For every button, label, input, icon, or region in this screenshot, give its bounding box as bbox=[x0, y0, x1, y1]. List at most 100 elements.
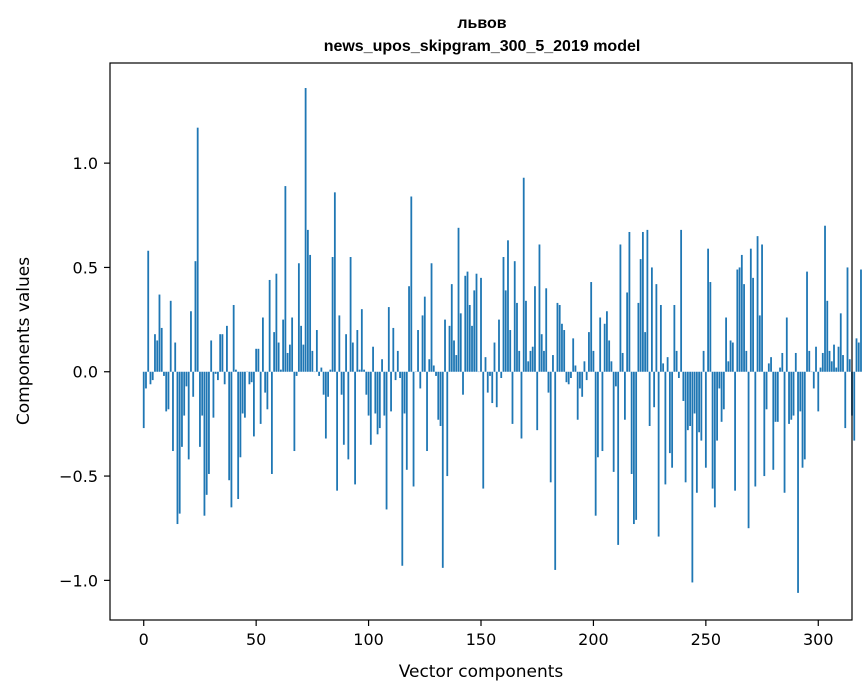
bar-171 bbox=[527, 361, 530, 372]
bar-266 bbox=[740, 254, 743, 372]
bar-0 bbox=[142, 371, 145, 429]
bar-277 bbox=[765, 371, 768, 410]
bar-41 bbox=[235, 369, 237, 372]
bar-105 bbox=[378, 371, 381, 429]
bar-200 bbox=[592, 350, 595, 372]
x-axis-ticks: 0 50 100 150 200 250 300 bbox=[139, 620, 834, 649]
bar-4 bbox=[151, 371, 154, 381]
bar-109 bbox=[387, 307, 390, 372]
bar-314 bbox=[848, 359, 851, 372]
bar-263 bbox=[734, 371, 736, 491]
bar-139 bbox=[455, 355, 458, 372]
bar-122 bbox=[417, 330, 419, 372]
bar-287 bbox=[788, 371, 790, 424]
bar-42 bbox=[237, 371, 240, 499]
bar-243 bbox=[689, 371, 692, 426]
bar-138 bbox=[453, 340, 455, 372]
bar-140 bbox=[457, 227, 460, 372]
bar-112 bbox=[394, 371, 397, 381]
bar-180 bbox=[547, 371, 550, 393]
bar-208 bbox=[610, 361, 613, 372]
bar-293 bbox=[801, 371, 804, 468]
bar-174 bbox=[534, 286, 536, 372]
bar-83 bbox=[329, 369, 332, 372]
x-tick-label: 300 bbox=[803, 630, 834, 649]
bar-270 bbox=[749, 248, 752, 372]
bar-204 bbox=[601, 371, 604, 452]
bar-127 bbox=[428, 359, 431, 372]
bar-147 bbox=[473, 290, 476, 372]
bar-51 bbox=[257, 348, 260, 372]
bar-70 bbox=[300, 325, 303, 372]
bar-67 bbox=[293, 371, 296, 452]
bar-26 bbox=[201, 371, 204, 416]
bar-239 bbox=[680, 229, 683, 372]
bar-286 bbox=[785, 317, 788, 372]
bar-165 bbox=[513, 261, 516, 372]
bar-80 bbox=[322, 371, 325, 395]
bar-226 bbox=[650, 267, 653, 372]
bar-143 bbox=[464, 275, 467, 372]
bar-21 bbox=[190, 311, 192, 372]
bar-65 bbox=[288, 344, 291, 372]
bars-group bbox=[142, 88, 862, 593]
bar-99 bbox=[365, 371, 368, 395]
bar-268 bbox=[745, 350, 748, 372]
bar-202 bbox=[597, 371, 599, 458]
x-tick-label: 250 bbox=[691, 630, 722, 649]
bar-57 bbox=[270, 371, 273, 474]
bar-238 bbox=[677, 371, 680, 379]
bar-128 bbox=[430, 263, 433, 372]
bar-156 bbox=[493, 342, 496, 372]
bar-106 bbox=[381, 359, 383, 372]
bar-108 bbox=[385, 371, 388, 510]
bar-170 bbox=[525, 300, 527, 372]
bar-303 bbox=[824, 225, 826, 372]
y-tick-label: 0.5 bbox=[73, 258, 98, 277]
bar-150 bbox=[480, 277, 482, 372]
bar-11 bbox=[167, 371, 170, 410]
bar-58 bbox=[273, 332, 276, 372]
bar-267 bbox=[743, 284, 745, 372]
bar-311 bbox=[842, 355, 844, 372]
bar-240 bbox=[682, 371, 685, 401]
bar-227 bbox=[653, 371, 656, 408]
x-axis-label: Vector components bbox=[399, 662, 564, 682]
bar-60 bbox=[277, 342, 280, 372]
bar-101 bbox=[369, 371, 372, 445]
bar-250 bbox=[704, 371, 707, 468]
x-tick-label: 150 bbox=[466, 630, 497, 649]
bar-73 bbox=[306, 229, 309, 372]
bar-276 bbox=[763, 371, 766, 477]
bar-28 bbox=[205, 371, 208, 495]
bar-141 bbox=[459, 313, 462, 372]
bar-224 bbox=[646, 229, 649, 372]
bar-88 bbox=[340, 371, 343, 395]
bar-93 bbox=[351, 342, 354, 372]
bar-110 bbox=[390, 371, 392, 412]
bar-124 bbox=[421, 315, 424, 372]
bar-258 bbox=[722, 371, 725, 410]
bar-195 bbox=[581, 371, 584, 397]
bar-222 bbox=[641, 231, 644, 372]
bar-19 bbox=[185, 371, 188, 387]
y-tick-label: −1.0 bbox=[59, 571, 98, 590]
bar-154 bbox=[489, 371, 491, 376]
bar-142 bbox=[462, 371, 464, 395]
bar-135 bbox=[446, 371, 449, 477]
bar-305 bbox=[828, 350, 831, 372]
bar-199 bbox=[590, 282, 593, 372]
bar-285 bbox=[783, 371, 786, 493]
bar-205 bbox=[603, 323, 606, 372]
bar-37 bbox=[226, 325, 228, 372]
bar-273 bbox=[756, 236, 759, 372]
bar-61 bbox=[279, 369, 282, 372]
bar-23 bbox=[194, 261, 197, 372]
bar-214 bbox=[624, 371, 626, 420]
bar-252 bbox=[709, 282, 712, 372]
bar-9 bbox=[163, 371, 165, 376]
bar-274 bbox=[758, 315, 761, 372]
x-tick-label: 200 bbox=[578, 630, 609, 649]
bar-47 bbox=[248, 371, 251, 385]
bar-211 bbox=[617, 371, 620, 545]
